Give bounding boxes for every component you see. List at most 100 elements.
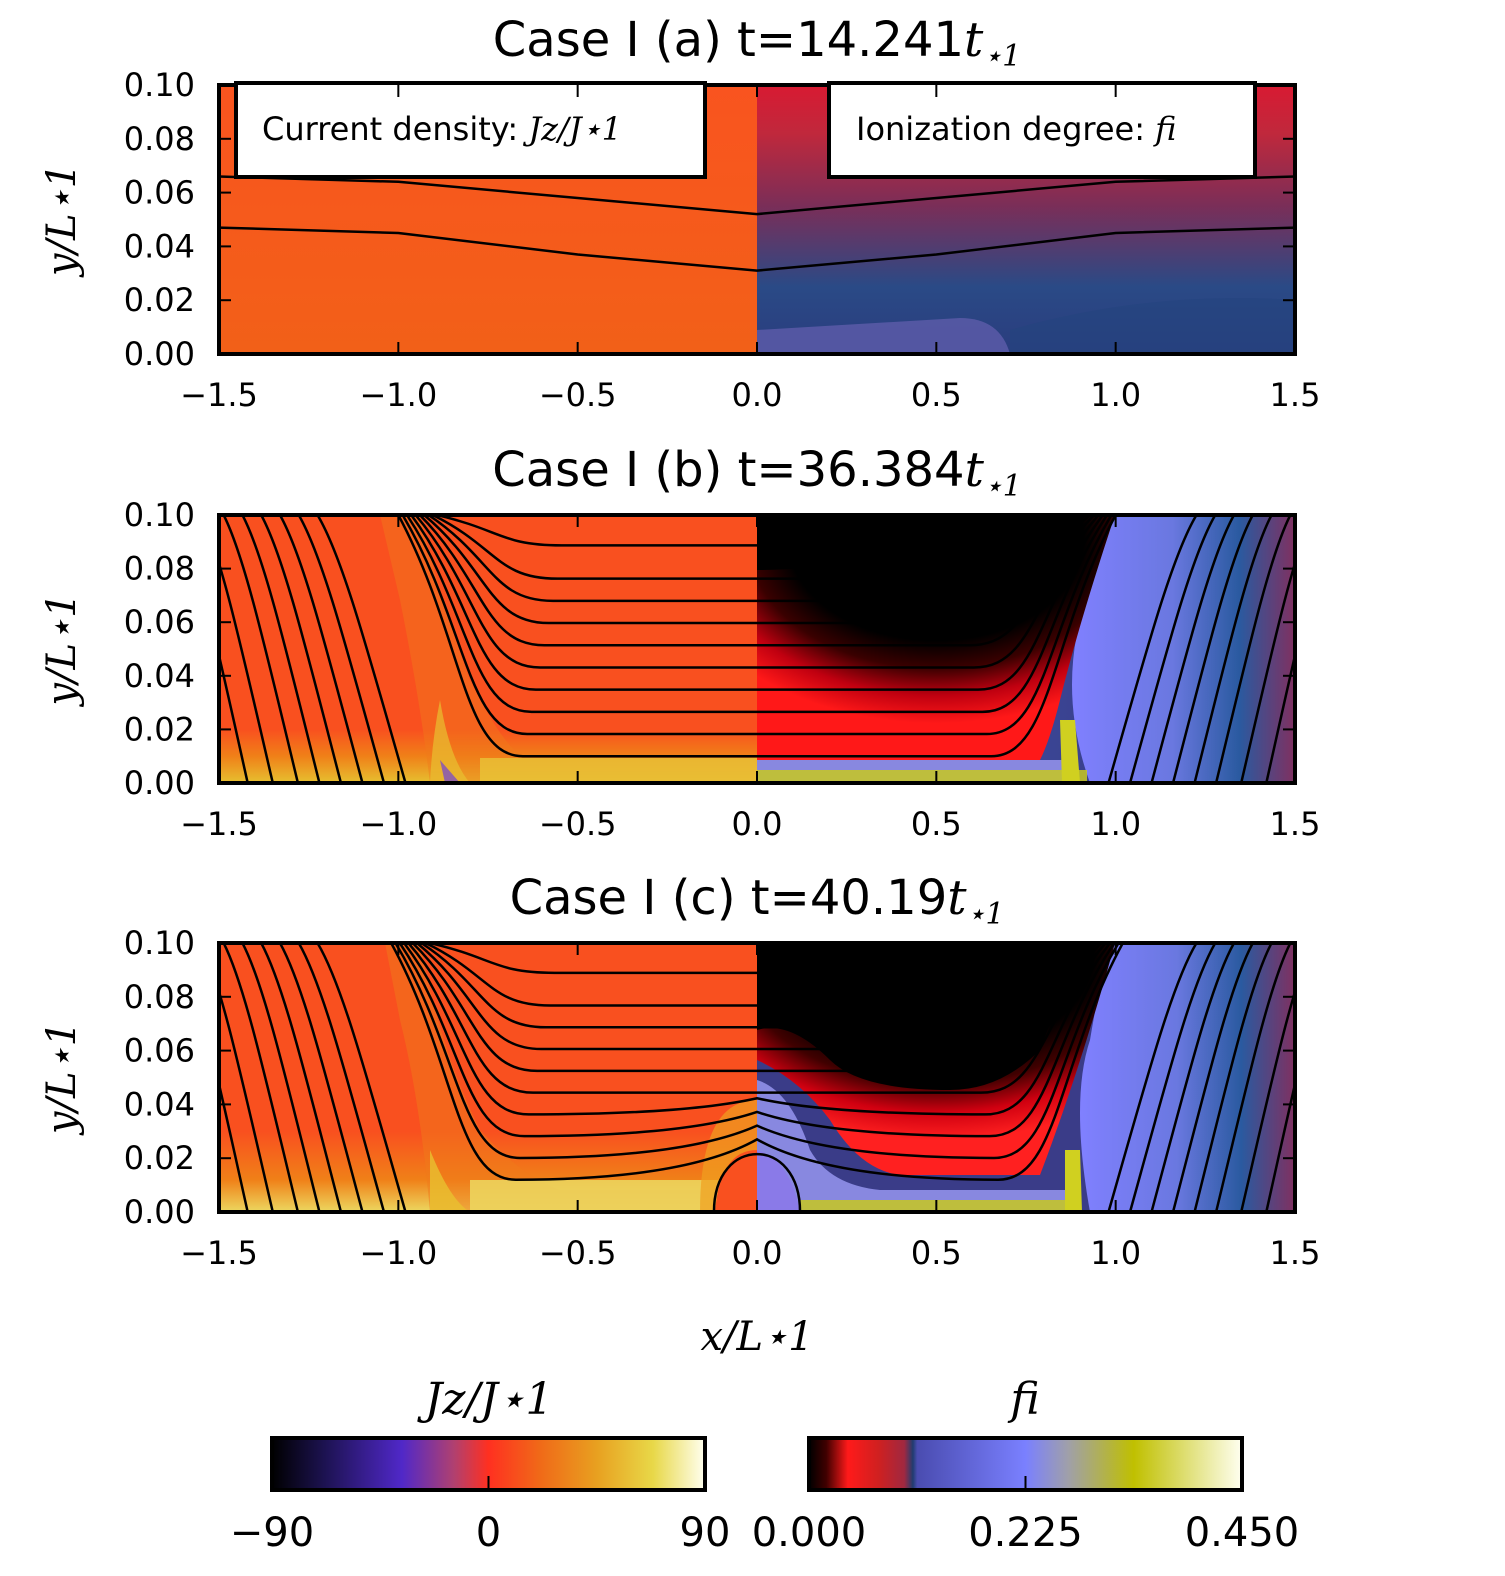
y-tick-label: 0.02	[124, 281, 195, 319]
y-axis-label: y/L⋆1	[39, 163, 85, 278]
colorbar-tick-label: 0	[476, 1510, 501, 1556]
field-line	[222, 515, 300, 783]
y-tick-label: 0.06	[124, 174, 195, 212]
field-line	[219, 1078, 249, 1212]
field-line	[1107, 943, 1198, 1212]
field-line	[405, 515, 1109, 714]
colorbar-fi-ticks: 0.000 0.225 0.450	[752, 1476, 1299, 1556]
field-line	[390, 943, 1124, 1181]
x-tick-label: 0.0	[732, 1234, 783, 1272]
x-tick-label: 1.5	[1270, 805, 1321, 843]
x-tick-label: 1.0	[1090, 805, 1141, 843]
x-tick-label: 1.5	[1270, 376, 1321, 414]
ionization-degree-label: Ionization degree: fi	[856, 110, 1177, 148]
field-line	[416, 943, 1098, 1051]
panel-a-axes: −1.5 −1.0 −0.5 0.0 0.5 1.0 1.5 0.00 0.02 0.04 0.06…	[39, 66, 1320, 414]
field-line	[278, 515, 364, 783]
panel-b-field-lines	[219, 515, 1295, 783]
x-tick-label: −1.5	[180, 805, 258, 843]
field-line	[398, 943, 1116, 1138]
y-tick-label: 0.00	[124, 1193, 195, 1231]
panel-c: Case I (c) t=40.19t⋆1 −1.5 −1.0 −0.5 0.0 0.5…	[39, 870, 1320, 1272]
field-line	[1214, 515, 1292, 783]
x-tick-label: −0.5	[539, 805, 617, 843]
field-line	[1107, 515, 1198, 783]
colorbar-tick-label: 90	[680, 1510, 731, 1556]
field-line	[1265, 649, 1295, 783]
field-line	[407, 943, 1107, 1094]
field-line	[1265, 1078, 1295, 1212]
field-line	[260, 943, 343, 1212]
x-tick-label: −1.5	[180, 1234, 258, 1272]
panel-c-axes: −1.5 −1.0 −0.5 0.0 0.5 1.0 1.5 0.00 0.02 0.04 0.06…	[39, 924, 1320, 1272]
field-line	[418, 515, 1096, 647]
current-density-label: Current density: Jz/J⋆1	[262, 110, 622, 148]
field-line	[260, 515, 343, 783]
field-line	[222, 943, 300, 1212]
x-tick-label: −1.0	[359, 805, 437, 843]
field-line	[414, 515, 1100, 669]
panel-b: Case I (b) t=36.384t⋆1 −1.5 −1.0 −0.5 0.0 0.…	[39, 442, 1320, 843]
y-tick-label: 0.10	[124, 66, 195, 104]
field-line	[241, 515, 321, 783]
y-axis-label: y/L⋆1	[39, 1021, 85, 1136]
y-tick-label: 0.08	[124, 550, 195, 588]
field-line	[429, 943, 1085, 975]
y-tick-label: 0.08	[124, 120, 195, 158]
panel-b-axes: −1.5 −1.0 −0.5 0.0 0.5 1.0 1.5 0.00 0.02 0.04 0.06…	[39, 496, 1320, 843]
field-line	[1150, 943, 1236, 1212]
field-line	[1171, 515, 1254, 783]
x-tick-label: 0.0	[732, 805, 783, 843]
colorbar-jz-ticks: −90 0 90	[230, 1476, 731, 1556]
colorbar-jz: Jz/J⋆1 −90 0 90	[230, 1374, 731, 1556]
colorbar-fi-label: fi	[1007, 1374, 1039, 1425]
y-tick-label: 0.10	[124, 924, 195, 962]
plasmoid-loop	[712, 1152, 802, 1212]
field-line	[1171, 943, 1254, 1212]
current-density-annotation: Current density: Jz/J⋆1	[234, 81, 707, 179]
panel-a-title: Case I (a) t=14.241t⋆1	[493, 12, 1021, 74]
y-tick-label: 0.02	[124, 710, 195, 748]
field-line	[410, 515, 1104, 691]
field-line	[1214, 943, 1292, 1212]
colorbar-tick-label: 0.000	[752, 1510, 867, 1556]
x-tick-label: 0.5	[911, 1234, 962, 1272]
field-line	[427, 515, 1087, 603]
y-tick-label: 0.02	[124, 1139, 195, 1177]
panel-b-title: Case I (b) t=36.384t⋆1	[492, 442, 1021, 504]
panel-a: Case I (a) t=14.241t⋆1 Current density: …	[39, 12, 1320, 414]
field-line	[423, 515, 1091, 625]
x-tick-label: 0.5	[911, 805, 962, 843]
field-line	[397, 515, 1117, 758]
y-tick-label: 0.04	[124, 1085, 195, 1123]
colorbar-tick-label: −90	[230, 1510, 314, 1556]
field-line	[425, 943, 1089, 1007]
field-line	[219, 559, 275, 783]
x-tick-label: 0.5	[911, 376, 962, 414]
field-line	[278, 943, 364, 1212]
field-line	[219, 226, 1295, 272]
x-axis-label: x/L⋆1	[700, 1314, 813, 1360]
x-tick-label: 1.5	[1270, 1234, 1321, 1272]
colorbar-jz-label: Jz/J⋆1	[417, 1374, 554, 1425]
field-line	[411, 943, 1103, 1073]
field-line	[420, 943, 1094, 1029]
y-tick-label: 0.08	[124, 978, 195, 1016]
panel-a-field-lines	[219, 175, 1295, 272]
x-tick-label: −1.5	[180, 376, 258, 414]
y-tick-label: 0.04	[124, 227, 195, 265]
y-tick-label: 0.00	[124, 764, 195, 802]
x-tick-label: −1.0	[359, 376, 437, 414]
y-axis-label: y/L⋆1	[39, 592, 85, 707]
x-tick-label: 1.0	[1090, 1234, 1141, 1272]
field-line	[219, 987, 275, 1212]
field-line	[1193, 515, 1273, 783]
panel-c-heatmap	[219, 943, 1295, 1212]
field-line	[403, 943, 1111, 1116]
x-tick-label: 0.0	[732, 376, 783, 414]
colorbar-tick-label: 0.225	[968, 1510, 1083, 1556]
field-line	[219, 649, 249, 783]
field-line	[436, 515, 1078, 547]
y-tick-label: 0.06	[124, 603, 195, 641]
